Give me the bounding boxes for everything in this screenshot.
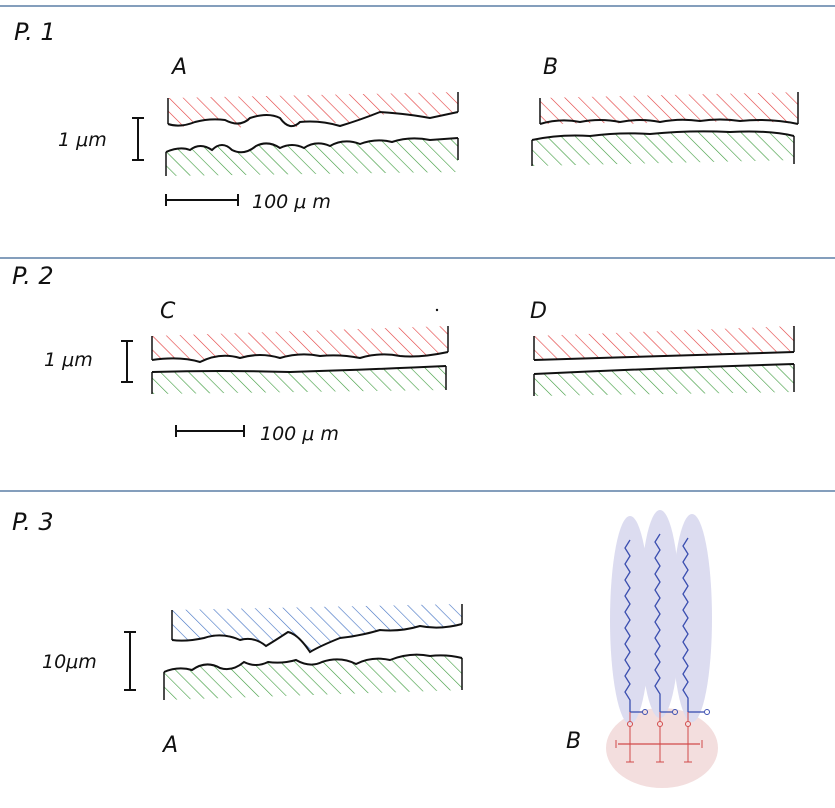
p2-surface-c <box>151 326 449 394</box>
p2-vertical-scale-bar <box>121 340 133 383</box>
p1-vertical-scale-label: 1 μm <box>58 129 107 151</box>
p3-title: P. 3 <box>12 508 54 536</box>
p3-label-b: B <box>566 729 581 754</box>
p2-horizontal-scale-label: 100 μ m <box>260 423 339 445</box>
p2-vertical-scale-label: 1 μm <box>44 349 93 371</box>
p2-label-c: C <box>160 299 176 324</box>
p1-horizontal-scale-bar <box>165 194 239 206</box>
p2-title: P. 2 <box>12 262 54 290</box>
triglyceride-molecule-icon <box>606 510 718 788</box>
p1-surface-b <box>531 92 799 166</box>
stray-dot <box>435 308 439 312</box>
p3-surface-a <box>163 604 463 700</box>
p3-vertical-scale-bar <box>124 631 136 691</box>
p1-label-b: B <box>543 55 558 80</box>
p2-horizontal-scale-bar <box>175 425 245 437</box>
p3-label-a: A <box>161 733 178 758</box>
p1-label-a: A <box>170 55 187 80</box>
p1-title: P. 1 <box>14 18 56 46</box>
p3-vertical-scale-label: 10μm <box>42 651 97 673</box>
p1-vertical-scale-bar <box>132 117 144 161</box>
p1-surface-a <box>165 92 459 176</box>
p1-horizontal-scale-label: 100 μ m <box>252 191 331 213</box>
p2-surface-d <box>533 326 795 396</box>
p2-label-d: D <box>530 299 547 324</box>
